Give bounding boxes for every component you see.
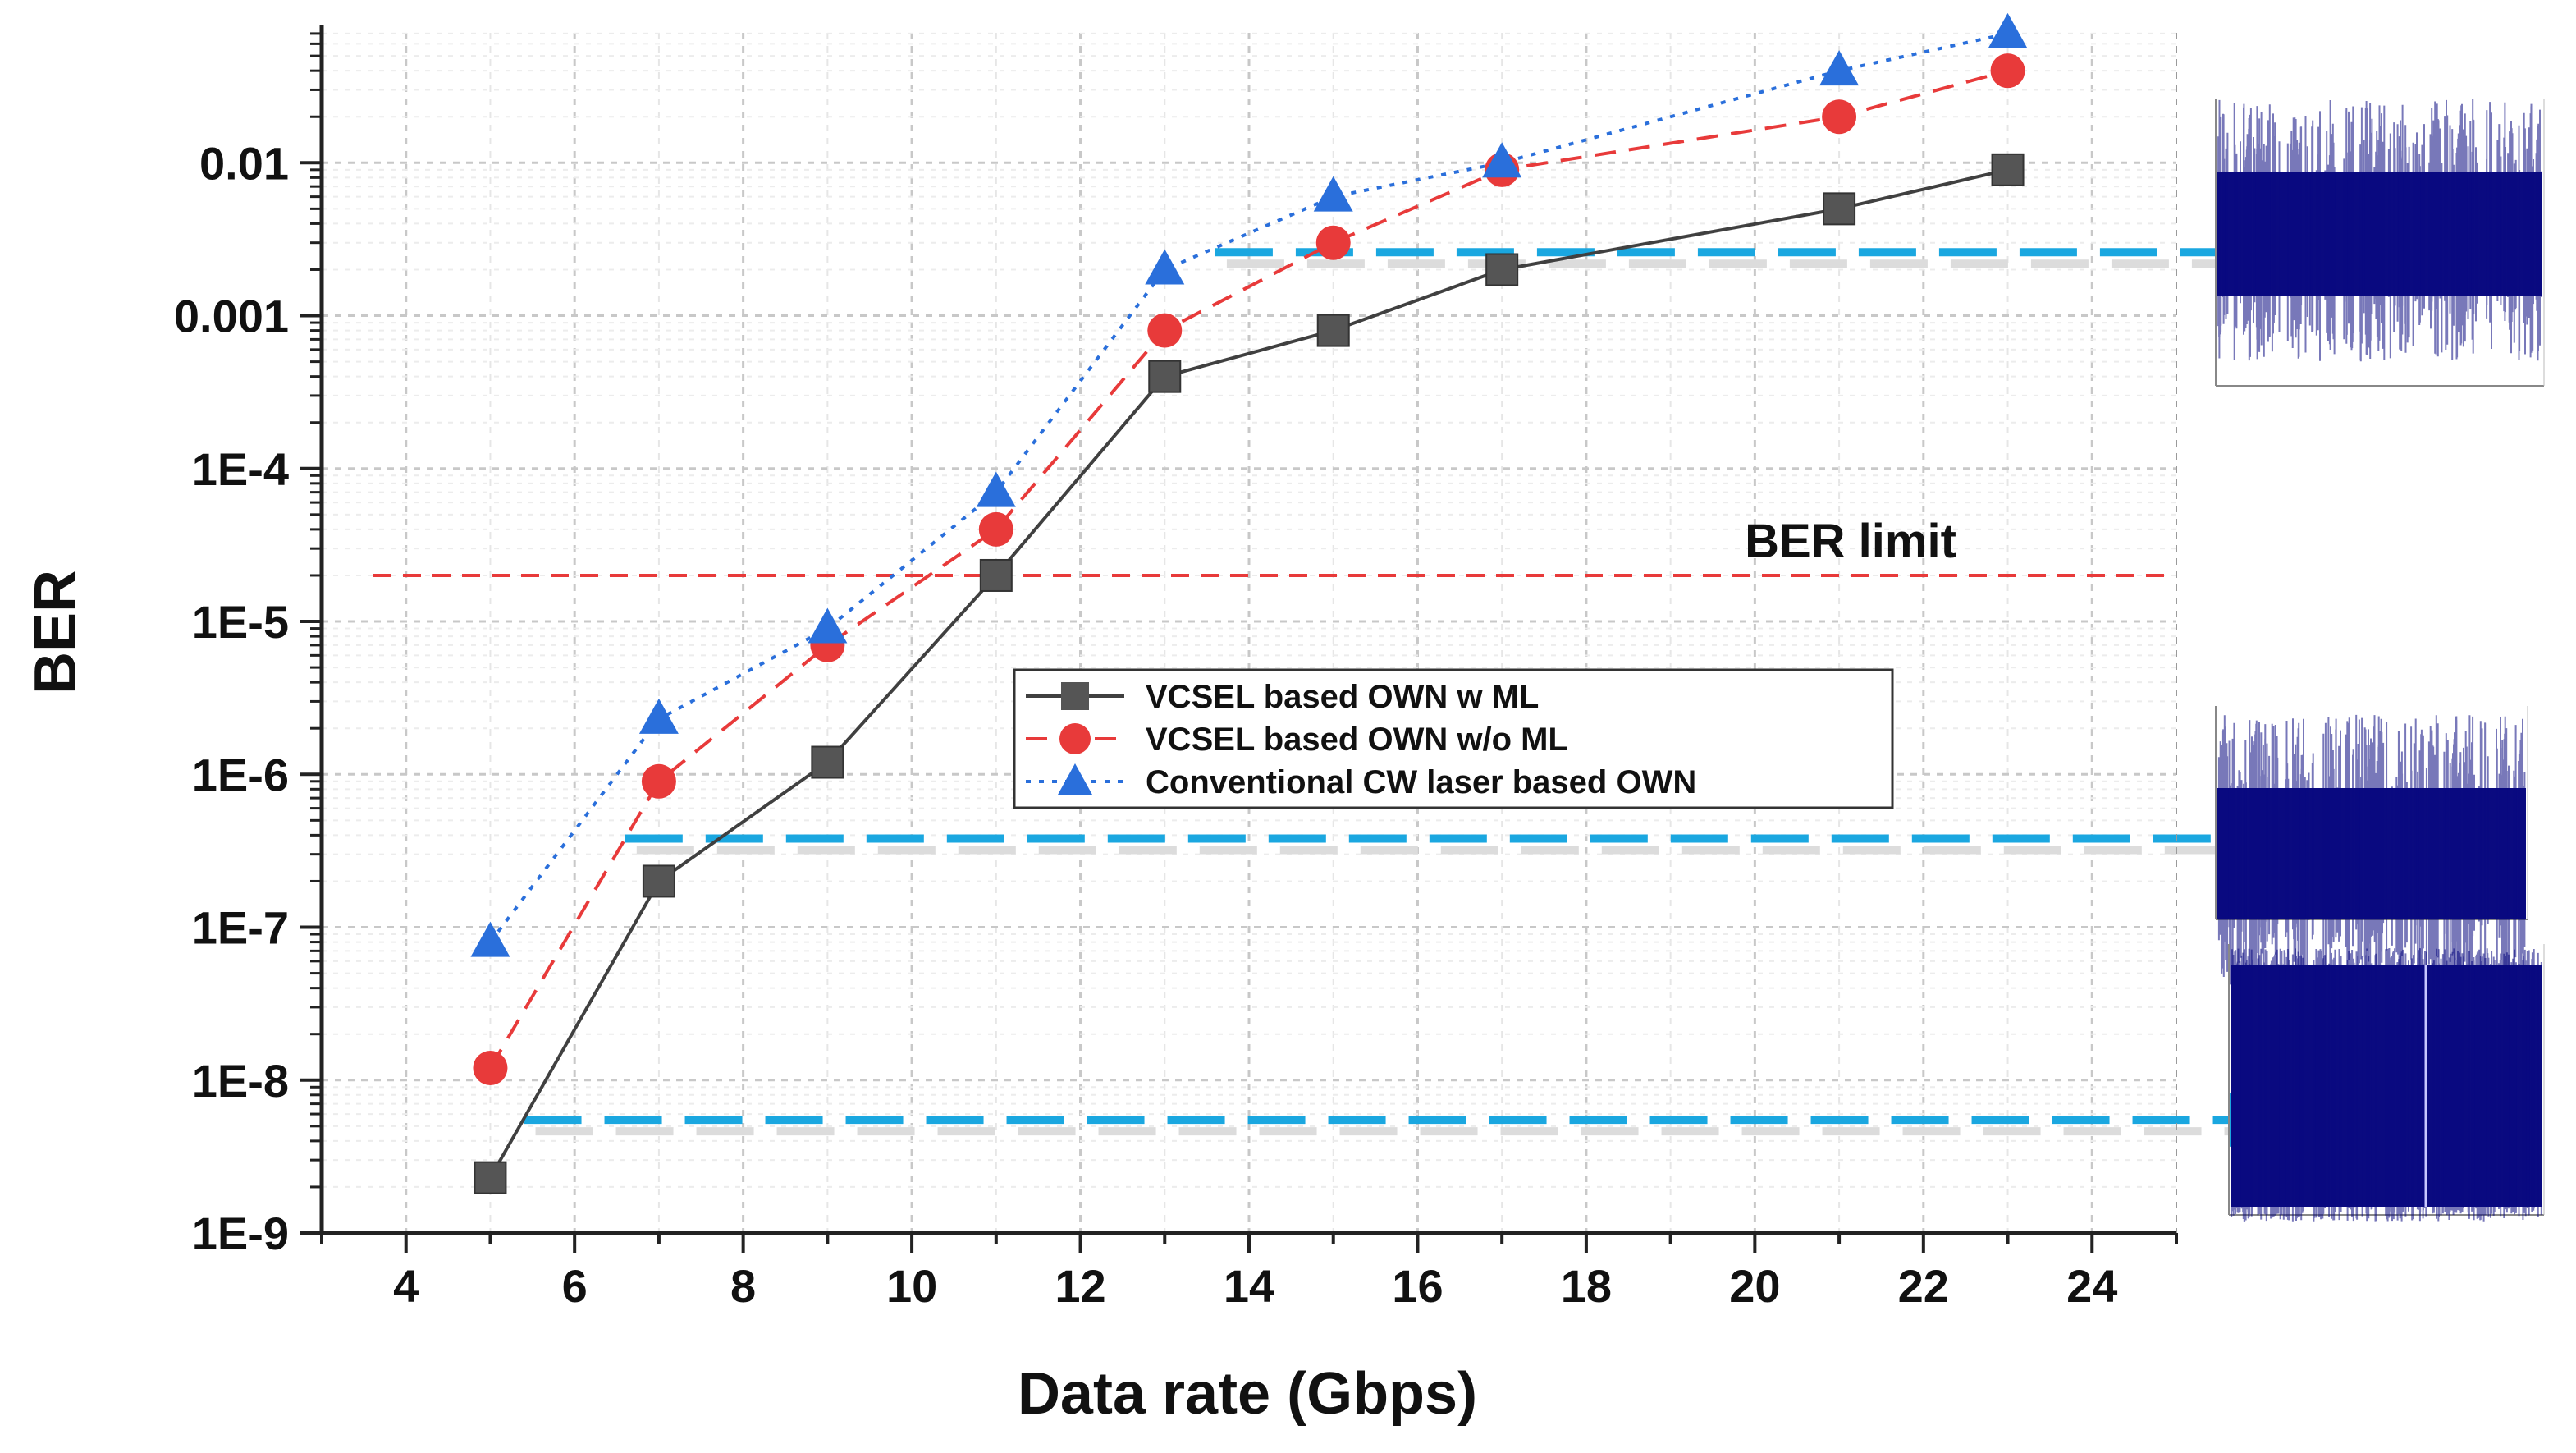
x-tick-label: 16 <box>1392 1260 1443 1312</box>
series-line <box>488 31 2008 943</box>
x-tick-label: 4 <box>393 1260 419 1312</box>
data-point-triangle <box>470 921 510 957</box>
data-point-circle <box>641 763 676 799</box>
data-point-square <box>1316 314 1350 347</box>
y-tick-label: 1E-9 <box>192 1208 289 1259</box>
data-point-triangle <box>1482 142 1522 178</box>
series-3 <box>470 12 2028 957</box>
ber-limit-line: BER limit <box>373 515 2176 577</box>
y-tick-label: 0.01 <box>199 137 289 189</box>
x-tick-label: 8 <box>730 1260 756 1312</box>
legend: VCSEL based OWN w ML VCSEL based OWN w/o … <box>1013 668 1894 809</box>
data-point-square <box>979 558 1013 592</box>
y-tick-label: 1E-4 <box>192 443 289 495</box>
inset-bottom <box>2228 944 2545 1222</box>
legend-marker-triangle <box>1058 763 1092 795</box>
x-tick-label: 18 <box>1561 1260 1612 1312</box>
data-point-circle <box>1147 313 1183 348</box>
legend-label: VCSEL based OWN w ML <box>1146 679 1539 715</box>
x-tick-label: 6 <box>562 1260 588 1312</box>
x-axis-title: Data rate (Gbps) <box>1018 1361 1477 1427</box>
data-point-triangle <box>976 471 1016 507</box>
y-tick-label: 0.001 <box>174 291 289 342</box>
data-point-triangle <box>1819 50 1860 86</box>
data-point-square <box>1485 253 1519 286</box>
legend-label: Conventional CW laser based OWN <box>1146 764 1696 800</box>
data-point-circle <box>1822 99 1857 135</box>
axes: 4 6 8 10 12 14 16 18 20 22 24 1E-9 1E-8 1E-7 1E-6 1E-5 1… <box>174 25 2178 1312</box>
y-tick-label: 1E-6 <box>192 749 289 800</box>
y-axis-title: BER <box>23 570 89 694</box>
inset-signal-spikes <box>2231 948 2542 1222</box>
data-point-square <box>1823 192 1856 226</box>
signal-insets <box>2215 99 2545 1222</box>
y-tick-label: 1E-5 <box>192 596 289 648</box>
ber-limit-label: BER limit <box>1745 515 1956 568</box>
data-point-triangle <box>1988 12 2028 48</box>
data-point-circle <box>1990 53 2025 89</box>
legend-marker-square <box>1061 682 1089 710</box>
inset-top <box>2215 99 2545 387</box>
data-point-square <box>642 864 675 898</box>
data-point-square <box>811 745 844 779</box>
inset-signal-spikes <box>2217 714 2526 986</box>
data-point-square <box>1991 153 2025 186</box>
inset-middle <box>2215 706 2528 986</box>
data-point-circle <box>978 511 1013 547</box>
data-point-triangle <box>638 698 679 734</box>
data-point-square <box>474 1161 507 1194</box>
y-tick-label: 1E-8 <box>192 1055 289 1107</box>
data-point-square <box>1148 360 1182 393</box>
data-point-circle <box>1315 225 1351 260</box>
legend-box <box>1013 668 1894 809</box>
data-point-triangle <box>1145 249 1185 285</box>
inset-signal-spikes <box>2217 99 2542 362</box>
x-tick-label: 24 <box>2066 1260 2117 1312</box>
legend-label: VCSEL based OWN w/o ML <box>1146 722 1568 758</box>
data-point-triangle <box>1313 176 1353 212</box>
x-tick-label: 22 <box>1898 1260 1949 1312</box>
y-tick-label: 1E-7 <box>192 902 289 954</box>
data-point-circle <box>473 1051 508 1086</box>
grid <box>321 32 2177 1235</box>
data-point-triangle <box>808 607 848 644</box>
x-tick-label: 20 <box>1729 1260 1780 1312</box>
x-tick-label: 14 <box>1224 1260 1274 1312</box>
x-tick-label: 10 <box>886 1260 937 1312</box>
legend-marker-circle <box>1059 723 1091 754</box>
series-1 <box>474 153 2025 1194</box>
x-tick-label: 12 <box>1055 1260 1105 1312</box>
series-layer <box>470 12 2028 1194</box>
